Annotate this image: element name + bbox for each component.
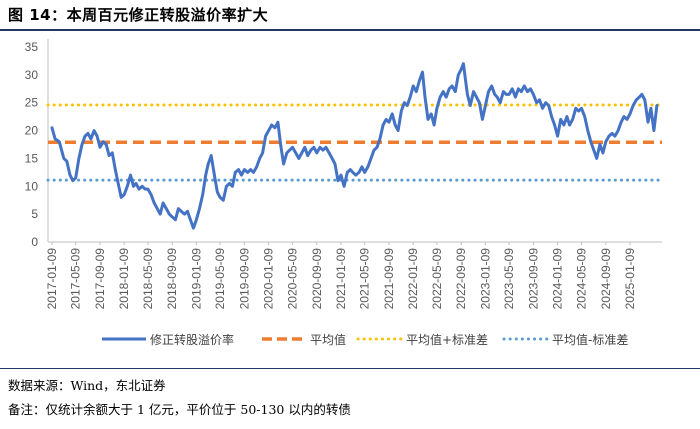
legend-label: 平均值-标准差: [552, 332, 628, 347]
x-tick-label: 2019-01-09: [189, 248, 203, 310]
x-tick-label: 2017-09-09: [93, 248, 107, 310]
x-tick-label: 2018-09-09: [165, 248, 179, 310]
y-tick-label: 35: [25, 40, 39, 54]
x-tick-label: 2017-01-09: [45, 248, 59, 310]
series-line: [50, 62, 659, 230]
x-tick-label: 2022-05-09: [430, 248, 444, 310]
x-tick-label: 2023-01-09: [478, 248, 492, 310]
x-tick-label: 2022-01-09: [406, 248, 420, 310]
x-tick-label: 2021-01-09: [334, 248, 348, 310]
y-tick-label: 20: [25, 124, 39, 138]
y-tick-label: 10: [25, 179, 39, 193]
plot-area: 0 5 10 15 20 25 30 35 2017-01-09 2017-05-09 2017-0…: [25, 39, 664, 310]
y-tick-label: 30: [25, 68, 39, 82]
line-chart: 0 5 10 15 20 25 30 35 2017-01-09 2017-05-09 2017-0…: [25, 39, 664, 347]
x-tick-label: 2024-09-09: [599, 248, 613, 310]
x-tick-label: 2023-09-09: [526, 248, 540, 310]
x-tick-label: 2021-09-09: [382, 248, 396, 310]
y-tick-label: 0: [31, 235, 38, 249]
legend-label: 修正转股溢价率: [150, 332, 234, 347]
x-tick-label: 2020-05-09: [285, 248, 299, 310]
title-rule: [0, 29, 700, 31]
x-tick-label: 2020-01-09: [262, 248, 276, 310]
legend-label: 平均值: [310, 332, 346, 347]
x-tick-label: 2017-05-09: [69, 248, 83, 310]
bottom-rule: [0, 368, 700, 369]
x-tick-label: 2019-09-09: [237, 248, 251, 310]
x-tick-label: 2023-05-09: [502, 248, 516, 310]
y-tick-label: 5: [31, 207, 38, 221]
x-tick-label: 2018-01-09: [117, 248, 131, 310]
source-note: 数据来源：Wind，东北证券: [8, 378, 166, 393]
y-tick-label: 25: [25, 96, 39, 110]
y-tick-label: 15: [25, 151, 39, 165]
x-tick-label: 2022-09-09: [454, 248, 468, 310]
x-tick-label: 2020-09-09: [310, 248, 324, 310]
x-tick-label: 2025-01-09: [623, 248, 637, 310]
x-tick-label: 2018-05-09: [141, 248, 155, 310]
x-tick-label: 2024-05-09: [574, 248, 588, 310]
chart-legend: 修正转股溢价率 平均值 平均值+标准差 平均值-标准差: [102, 332, 628, 347]
x-tick-label: 2021-05-09: [358, 248, 372, 310]
x-tick-label: 2024-01-09: [551, 248, 565, 310]
figure-title: 图 14：本周百元修正转股溢价率扩大: [8, 6, 269, 24]
legend-label: 平均值+标准差: [406, 332, 488, 347]
remark-note: 备注：仅统计余额大于 1 亿元，平价位于 50-130 以内的转债: [8, 402, 351, 417]
x-tick-label: 2019-05-09: [213, 248, 227, 310]
